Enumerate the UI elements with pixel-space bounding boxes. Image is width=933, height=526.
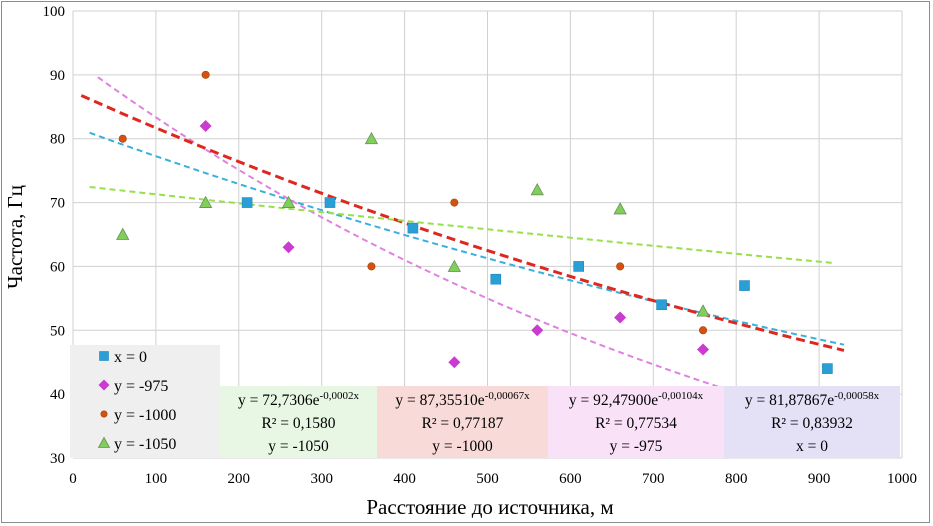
legend-entry-label: y = -1050 xyxy=(114,436,176,453)
data-point xyxy=(697,343,710,356)
y-axis-title: Частота, Гц xyxy=(3,185,27,289)
trend-line xyxy=(80,94,845,352)
data-point xyxy=(739,280,750,291)
legend-entry-label: x = 0 xyxy=(114,349,147,366)
data-point xyxy=(822,363,833,374)
trend-lines xyxy=(80,76,845,394)
trend-equation: y = 72,7306e-0,0002x xyxy=(238,390,359,409)
data-point xyxy=(324,197,336,208)
trend-annotation: y = 72,7306e-0,0002x R² = 0,1580 y = -1050 xyxy=(220,386,377,458)
legend-entry-label: y = -1000 xyxy=(114,407,176,424)
data-point xyxy=(448,356,461,369)
data-point xyxy=(530,182,544,196)
x-axis-title: Расстояние до источника, м xyxy=(366,495,613,519)
r-squared-value: R² = 0,1580 xyxy=(261,415,335,432)
x-tick-label: 1000 xyxy=(887,471,917,487)
x-tick-label: 0 xyxy=(69,471,77,487)
annotation-background xyxy=(377,386,548,458)
data-point xyxy=(118,134,127,143)
trend-annotation: y = 87,35510e-0,00067x R² = 0,77187 y = -1… xyxy=(377,386,548,458)
legend-entry-label: y = -975 xyxy=(114,378,168,395)
x-tick-label: 500 xyxy=(476,471,499,487)
trend-annotation: y = 81,87867e-0,00058x R² = 0,83932 x = 0 xyxy=(724,386,900,458)
legend-marker xyxy=(99,351,109,361)
annotation-background xyxy=(548,386,724,458)
data-point xyxy=(490,273,502,285)
trend-annotations: y = 72,7306e-0,0002x R² = 0,1580 y = -1050… xyxy=(220,386,900,458)
annotation-series-label: y = -1000 xyxy=(432,438,493,455)
x-tick-label: 900 xyxy=(808,471,831,487)
r-squared-value: R² = 0,77187 xyxy=(422,415,504,432)
y-tick-label: 100 xyxy=(43,4,66,20)
y-tick-label: 80 xyxy=(50,132,65,148)
data-point xyxy=(656,299,667,311)
trend-line xyxy=(97,76,737,394)
y-tick-label: 40 xyxy=(50,387,65,403)
y-tick-label: 50 xyxy=(50,323,65,339)
data-point xyxy=(241,197,253,208)
data-point xyxy=(364,131,379,145)
r-squared-value: R² = 0,83932 xyxy=(771,415,853,432)
legend-marker xyxy=(98,379,110,391)
x-tick-label: 800 xyxy=(725,471,748,487)
data-point xyxy=(447,259,462,272)
data-point xyxy=(613,202,627,215)
data-point xyxy=(450,198,459,207)
trend-annotation: y = 92,47900e-0,00104x R² = 0,77534 y = -9… xyxy=(548,386,724,458)
data-point xyxy=(614,311,627,324)
data-point xyxy=(116,227,130,240)
x-tick-label: 200 xyxy=(228,471,251,487)
y-tick-label: 60 xyxy=(50,259,65,275)
data-point xyxy=(531,324,544,337)
data-point xyxy=(616,262,625,271)
annotation-background xyxy=(724,386,900,458)
x-tick-label: 600 xyxy=(559,471,582,487)
tick-labels: 0 100 200 300 400 500 600 700 800 900 1000 30 40 50 60… xyxy=(43,4,918,487)
y-tick-label: 90 xyxy=(50,68,65,84)
y-tick-label: 30 xyxy=(50,451,65,467)
x-tick-label: 300 xyxy=(310,471,333,487)
data-points xyxy=(116,70,833,374)
data-point xyxy=(201,70,210,79)
x-tick-label: 400 xyxy=(393,471,416,487)
data-point xyxy=(407,222,419,234)
data-point xyxy=(696,304,710,317)
trend-equation: y = 92,47900e-0,00104x xyxy=(569,390,704,409)
trend-equation: y = 87,35510e-0,00067x xyxy=(395,390,530,409)
data-point xyxy=(282,241,295,254)
legend-box xyxy=(70,345,220,458)
x-tick-label: 700 xyxy=(642,471,665,487)
data-point xyxy=(281,195,296,208)
legend-marker xyxy=(97,436,111,448)
annotation-series-label: y = -975 xyxy=(610,438,663,455)
trend-line xyxy=(89,131,845,346)
data-point xyxy=(699,326,708,335)
annotation-series-label: y = -1050 xyxy=(268,438,329,455)
annotation-series-label: x = 0 xyxy=(796,438,828,455)
data-point xyxy=(198,195,213,208)
y-tick-label: 70 xyxy=(50,196,65,212)
trend-line xyxy=(89,186,836,265)
data-point xyxy=(199,119,212,132)
legend-marker xyxy=(100,410,108,418)
data-point xyxy=(367,262,376,271)
legend: x = 0 y = -975 y = -1000 y = -1050 xyxy=(70,345,220,458)
trend-equation: y = 81,87867e-0,00058x xyxy=(745,390,880,409)
data-point xyxy=(573,261,584,272)
annotation-background xyxy=(220,386,377,458)
x-tick-label: 100 xyxy=(145,471,168,487)
r-squared-value: R² = 0,77534 xyxy=(595,415,677,432)
